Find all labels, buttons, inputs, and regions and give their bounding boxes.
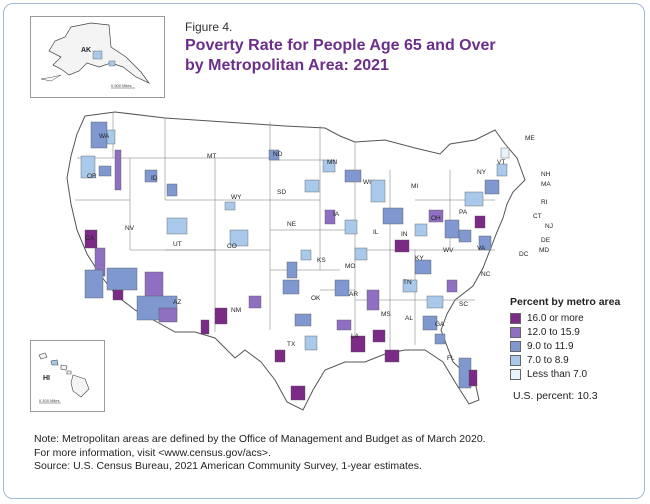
state-label: IN — [401, 231, 408, 238]
state-label: UT — [173, 241, 182, 248]
alaska-label: AK — [81, 47, 92, 54]
state-label: FL — [447, 355, 455, 362]
state-label: AL — [405, 315, 413, 322]
state-label: KS — [317, 257, 326, 264]
state-label: NC — [481, 271, 491, 278]
legend-swatch — [510, 327, 521, 338]
state-label: CA — [85, 235, 95, 242]
legend-swatch — [510, 341, 521, 352]
note-line: Note: Metropolitan areas are defined by … — [34, 433, 486, 445]
state-label: NE — [287, 221, 297, 228]
alaska-inset: AK 0 500 Miles — [30, 16, 165, 98]
state-label: AZ — [173, 299, 181, 306]
state-label: OK — [311, 295, 321, 302]
legend-label: 16.0 or more — [527, 313, 584, 324]
legend-item: 7.0 to 8.9 — [510, 354, 640, 367]
title-line-2: by Metropolitan Area: 2021 — [185, 57, 389, 74]
state-label: IA — [333, 211, 340, 218]
state-label: WA — [99, 133, 110, 140]
state-label: MI — [411, 183, 418, 190]
state-label: CT — [533, 213, 542, 220]
state-label: SC — [459, 301, 468, 308]
state-label: VT — [497, 159, 505, 166]
state-labels: WA OR ID MT WY NV UT CO CA AZ NM ND SD N… — [85, 133, 553, 362]
state-label: ME — [525, 135, 535, 142]
state-label: MT — [207, 153, 216, 160]
state-label: WI — [363, 179, 371, 186]
hawaii-label: HI — [43, 375, 50, 382]
legend-title: Percent by metro area — [510, 296, 621, 308]
alaska-scale: 0 500 Miles — [111, 83, 132, 88]
state-label: IL — [373, 229, 379, 236]
hawaii-map — [38, 352, 90, 404]
state-label: RI — [541, 199, 548, 206]
state-label: CO — [227, 243, 237, 250]
source-line: Source: U.S. Census Bureau, 2021 America… — [34, 460, 422, 472]
state-label: WV — [443, 247, 454, 254]
state-label: ID — [151, 175, 158, 182]
state-label: DE — [541, 237, 551, 244]
state-label: MD — [539, 247, 549, 254]
state-label: MA — [541, 181, 551, 188]
state-label: NH — [541, 171, 551, 178]
state-label: LA — [351, 333, 360, 340]
legend-swatch — [510, 355, 521, 366]
legend-swatch — [510, 369, 521, 380]
state-label: KY — [415, 255, 424, 262]
title-line-1: Poverty Rate for People Age 65 and Over — [185, 37, 496, 54]
state-label: MS — [381, 311, 391, 318]
state-label: ND — [273, 151, 283, 158]
state-label: WY — [231, 194, 242, 201]
legend-item: 9.0 to 11.9 — [510, 340, 640, 353]
state-label: SD — [277, 189, 286, 196]
legend-label: 7.0 to 8.9 — [527, 355, 569, 366]
state-label: TX — [287, 341, 296, 348]
hawaii-inset: HI 0 100 Miles — [30, 340, 105, 412]
state-label: NM — [231, 307, 241, 314]
state-label: OR — [87, 173, 97, 180]
metro-areas — [80, 121, 510, 401]
legend-label: Less than 7.0 — [527, 369, 588, 380]
legend-item: 16.0 or more — [510, 312, 640, 325]
state-label: NJ — [545, 223, 553, 230]
state-label: MO — [345, 263, 355, 270]
note-line: For more information, visit <www.census.… — [34, 446, 271, 459]
state-label: DC — [519, 251, 529, 258]
us-outline — [66, 111, 526, 411]
state-label: PA — [459, 209, 468, 216]
legend-swatch — [510, 313, 521, 324]
us-percent: U.S. percent: 10.3 — [513, 390, 598, 402]
us-map: WA OR ID MT WY NV UT CO CA AZ NM ND SD N… — [66, 111, 553, 411]
state-label: VA — [477, 245, 486, 252]
legend-label: 12.0 to 15.9 — [527, 327, 580, 338]
state-label: GA — [435, 321, 445, 328]
legend-item: Less than 7.0 — [510, 368, 640, 381]
state-label: NV — [125, 225, 135, 232]
hawaii-scale: 0 100 Miles — [39, 398, 60, 403]
legend-label: 9.0 to 11.9 — [527, 341, 574, 352]
page-title: Poverty Rate for People Age 65 and Over … — [185, 36, 545, 76]
figure-label: Figure 4. — [185, 20, 233, 34]
state-label: OH — [431, 215, 441, 222]
state-label: AR — [349, 291, 358, 298]
legend-item: 12.0 to 15.9 — [510, 326, 640, 339]
alaska-map — [40, 22, 151, 89]
state-label: NY — [477, 169, 487, 176]
state-label: TN — [403, 279, 412, 286]
legend: Percent by metro area 16.0 or more 12.0 … — [510, 296, 640, 382]
notes: Note: Metropolitan areas are defined by … — [34, 433, 486, 474]
state-label: MN — [327, 159, 337, 166]
